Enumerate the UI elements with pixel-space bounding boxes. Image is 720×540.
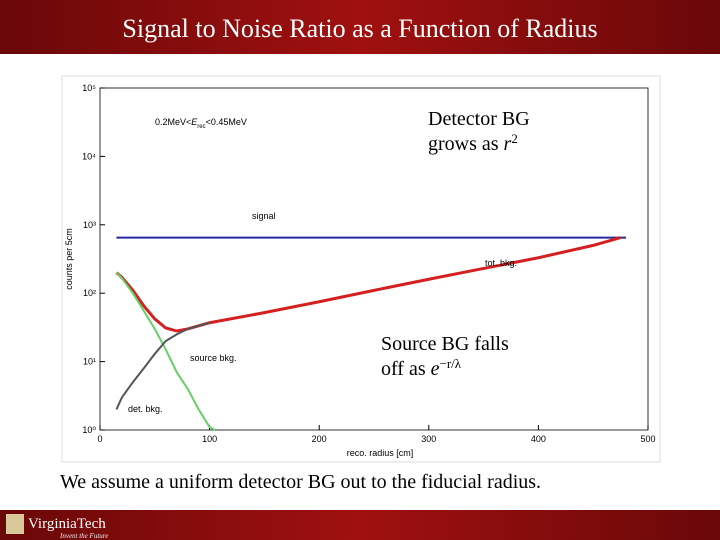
y-tick-label: 10⁴: [82, 151, 96, 161]
cut-part: E: [191, 117, 198, 127]
series-label: source bkg.: [190, 353, 237, 363]
chart-frame: [61, 75, 661, 463]
x-tick-label: 100: [202, 434, 217, 444]
callout: grows as r2: [428, 131, 518, 156]
series-line: [115, 271, 216, 431]
logo-shield: [6, 514, 24, 534]
series-label: tot. bkg.: [485, 258, 517, 268]
footer-bar: [0, 510, 720, 540]
cut-part: <0.45MeV: [206, 117, 247, 127]
series-label: signal: [252, 211, 276, 221]
y-tick-label: 10⁵: [82, 83, 96, 93]
callout-italic: r: [504, 133, 512, 155]
x-tick-label: 500: [640, 434, 655, 444]
tagline: Invent the Future: [59, 532, 108, 540]
y-tick-label: 10⁰: [82, 425, 96, 435]
x-tick-label: 400: [531, 434, 546, 444]
y-tick-label: 10³: [83, 220, 96, 230]
series-label: det. bkg.: [128, 404, 163, 414]
x-tick-label: 300: [421, 434, 436, 444]
callout: off as e−r/λ: [381, 356, 462, 381]
callout: Source BG falls: [381, 333, 509, 355]
plot-area: [99, 87, 649, 431]
logo: VirginiaTech: [28, 516, 106, 532]
callout-text: off as: [381, 358, 431, 380]
footer-note: We assume a uniform detector BG out to t…: [60, 471, 541, 493]
cut-label: 0.2MeV<Erec<0.45MeV: [155, 117, 247, 130]
callout-sup: 2: [511, 131, 518, 146]
y-tick-label: 10¹: [83, 357, 96, 367]
title-bar: [0, 0, 720, 54]
x-tick-label: 200: [312, 434, 327, 444]
x-tick-label: 0: [97, 434, 102, 444]
cut-part: 0.2MeV<: [155, 117, 191, 127]
callout-text: Source BG falls: [381, 333, 509, 355]
callout-text: grows as: [428, 133, 504, 155]
x-axis-label: reco. radius [cm]: [347, 448, 414, 458]
cut-part: rec: [197, 124, 205, 130]
callout-text: Detector BG: [428, 108, 530, 130]
callout: Detector BG: [428, 108, 530, 130]
series-line: [115, 321, 210, 410]
callout-italic: e: [431, 358, 440, 380]
callout-sup: −r/λ: [440, 356, 462, 371]
y-axis-label: counts per 5cm: [64, 228, 74, 290]
y-tick-label: 10²: [83, 288, 96, 298]
slide-title: Signal to Noise Ratio as a Function of R…: [122, 14, 597, 43]
